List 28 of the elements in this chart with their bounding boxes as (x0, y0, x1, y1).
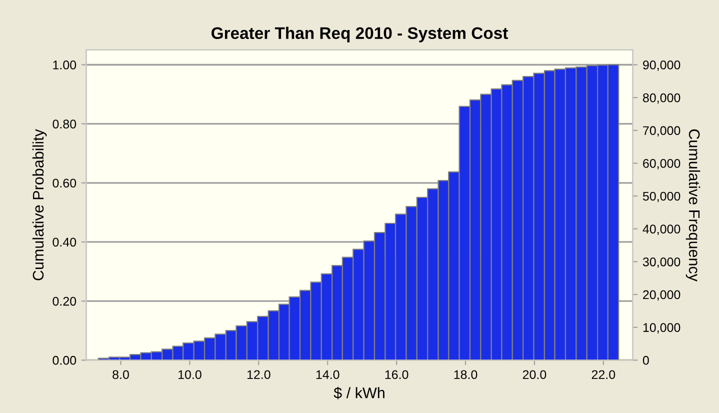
x-tick-label: 16.0 (385, 370, 408, 380)
y2-tick-label: 70,000 (643, 126, 680, 137)
y2-tick-label: 80,000 (642, 93, 680, 104)
y-tick-label: 0.60 (52, 178, 76, 188)
y-axis-title: Cumulative Probability (32, 129, 47, 280)
y2-tick-label: 40,000 (642, 224, 680, 235)
x-tick-label: 14.0 (316, 370, 340, 380)
y-tick-label: 0.40 (52, 238, 76, 247)
y2-tick-label: 10,000 (643, 323, 680, 334)
y2-axis-title: Cumulative Frequency (686, 129, 700, 282)
y2-tick-label: 90,000 (643, 60, 680, 71)
y2-tick-label: 0 (642, 356, 649, 365)
y-tick-label: 0.00 (52, 356, 76, 365)
x-tick-label: 20.0 (522, 370, 546, 380)
chart-title: Greater Than Req 2010 - System Cost (212, 26, 508, 42)
y-tick-label: 1.00 (53, 60, 76, 70)
x-tick-label: 10.0 (178, 370, 202, 380)
x-tick-label: 12.0 (247, 370, 270, 380)
y-tick-label: 0.20 (52, 296, 76, 306)
y2-tick-label: 50,000 (642, 192, 680, 202)
x-axis-title: $ / kWh (334, 386, 384, 400)
y2-tick-label: 30,000 (642, 257, 680, 268)
y-tick-label: 0.80 (52, 120, 76, 128)
x-tick-label: 22.0 (592, 370, 616, 380)
y2-tick-label: 60,000 (643, 159, 680, 170)
x-tick-label: 18.0 (454, 370, 478, 380)
x-tick-label: 8.0 (112, 370, 129, 380)
y2-tick-label: 20,000 (643, 290, 680, 301)
